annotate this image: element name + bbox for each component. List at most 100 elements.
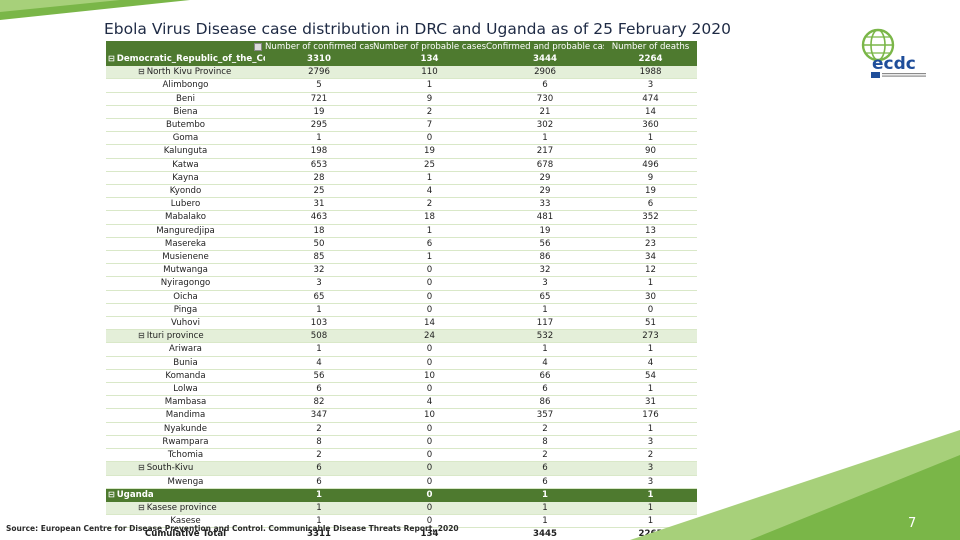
deaths-cell: 273 [604, 329, 697, 344]
deaths-cell: 1 [604, 501, 697, 516]
confirmed-cell: 65 [265, 290, 373, 304]
probable-cell: 0 [373, 475, 486, 489]
collapse-toggle-icon[interactable]: ⊟ [108, 489, 115, 499]
row-label-text: Lubero [170, 199, 201, 210]
deaths-cell: 2 [604, 448, 697, 463]
row-label: Vuhovi [106, 316, 265, 331]
filter-dropdown-icon[interactable] [254, 42, 262, 51]
row-label-text: Musienene [162, 252, 209, 263]
row-label-text: Alimbongo [162, 80, 209, 91]
row-label[interactable]: ⊟ North Kivu Province [106, 65, 265, 80]
row-label: Mambasa [106, 395, 265, 410]
deaths-cell: 1 [604, 488, 697, 502]
deaths-cell: 1988 [604, 65, 697, 80]
collapse-toggle-icon[interactable]: ⊟ [138, 502, 145, 512]
filter-header-cell[interactable] [106, 41, 265, 53]
district-row: Bunia 4 0 4 4 [106, 356, 697, 370]
row-label: Nyiragongo [106, 276, 265, 291]
confirmed-cell: 508 [265, 329, 373, 344]
logo-text: ecdc [872, 54, 916, 74]
collapse-toggle-icon[interactable]: ⊟ [138, 67, 145, 77]
district-row: Komanda 56 10 66 54 [106, 369, 697, 384]
header-deaths: Number of deaths [604, 41, 697, 53]
confirmed-cell: 3311 [265, 527, 373, 540]
probable-cell: 0 [373, 501, 486, 516]
row-label: Katwa [106, 158, 265, 172]
confirmed-probable-cell: 32 [486, 263, 604, 278]
row-label: Musienene [106, 250, 265, 265]
header-probable: Number of probable cases [373, 41, 486, 53]
row-label[interactable]: ⊟ South-Kivu [106, 461, 265, 476]
collapse-toggle-icon[interactable]: ⊟ [138, 463, 145, 473]
row-label-text: Mutwanga [163, 265, 208, 276]
row-label[interactable]: ⊟ Ituri province [106, 329, 265, 344]
confirmed-cell: 198 [265, 144, 373, 159]
deaths-cell: 13 [604, 224, 697, 238]
confirmed-cell: 31 [265, 197, 373, 212]
deaths-cell: 54 [604, 369, 697, 384]
probable-cell: 0 [373, 382, 486, 397]
district-row: Alimbongo 5 1 6 3 [106, 78, 697, 93]
row-label-text: Nyakunde [163, 423, 208, 434]
country-row: ⊟Democratic_Republic_of_the_Congo3310134… [106, 53, 697, 67]
collapse-toggle-icon[interactable]: ⊟ [138, 331, 145, 341]
deaths-cell: 1 [604, 342, 697, 357]
district-row: Mutwanga 32 0 32 12 [106, 263, 697, 278]
deaths-cell: 352 [604, 210, 697, 225]
row-label-text: Democratic_Republic_of_the_Congo [116, 54, 265, 64]
confirmed-probable-cell: 1 [486, 488, 604, 502]
district-row: Nyakunde 2 0 2 1 [106, 422, 697, 436]
deaths-cell: 14 [604, 105, 697, 120]
province-row: ⊟ North Kivu Province 2796 110 2906 1988 [106, 65, 697, 80]
probable-cell: 1 [373, 171, 486, 186]
district-row: Mwenga 6 0 6 3 [106, 475, 697, 489]
confirmed-cell: 295 [265, 118, 373, 133]
district-row: Goma 1 0 1 1 [106, 131, 697, 146]
district-row: Rwampara 8 0 8 3 [106, 435, 697, 450]
district-row: Butembo 295 7 302 360 [106, 118, 697, 133]
deaths-cell: 474 [604, 92, 697, 106]
confirmed-probable-cell: 678 [486, 158, 604, 172]
header-confirmed-probable: Confirmed and probable cases [486, 41, 604, 53]
row-label[interactable]: ⊟ Kasese province [106, 501, 265, 516]
province-row: ⊟ South-Kivu 6 0 6 3 [106, 461, 697, 476]
confirmed-cell: 19 [265, 105, 373, 120]
page-number: 7 [908, 516, 917, 531]
probable-cell: 24 [373, 329, 486, 344]
probable-cell: 134 [373, 53, 486, 67]
district-row: Mandima 347 10 357 176 [106, 408, 697, 423]
row-label: Kalunguta [106, 144, 265, 159]
row-label[interactable]: ⊟ Uganda [106, 488, 265, 502]
row-label: Oicha [106, 290, 265, 304]
deaths-cell: 360 [604, 118, 697, 133]
probable-cell: 7 [373, 118, 486, 133]
row-label: Tchomia [106, 448, 265, 463]
deaths-cell: 3 [604, 475, 697, 489]
probable-cell: 6 [373, 237, 486, 252]
probable-cell: 0 [373, 342, 486, 357]
probable-cell: 25 [373, 158, 486, 172]
row-label: Bunia [106, 356, 265, 370]
district-row: Ariwara 1 0 1 1 [106, 342, 697, 357]
row-label-text: Uganda [116, 489, 154, 500]
confirmed-cell: 6 [265, 382, 373, 397]
row-label-text: Nyiragongo [160, 278, 211, 289]
row-label-text: Rwampara [162, 436, 209, 447]
confirmed-probable-cell: 730 [486, 92, 604, 106]
confirmed-probable-cell: 3 [486, 276, 604, 291]
confirmed-cell: 1 [265, 501, 373, 516]
district-row: Musienene 85 1 86 34 [106, 250, 697, 265]
row-label: Cumulative Total [106, 527, 265, 540]
probable-cell: 0 [373, 514, 486, 529]
row-label: Lolwa [106, 382, 265, 397]
row-label[interactable]: ⊟Democratic_Republic_of_the_Congo [106, 53, 265, 67]
confirmed-cell: 25 [265, 184, 373, 199]
confirmed-cell: 56 [265, 369, 373, 384]
row-label-text: Pinga [173, 304, 198, 315]
probable-cell: 0 [373, 290, 486, 304]
row-label-text: Vuhovi [171, 318, 200, 329]
deaths-cell: 90 [604, 144, 697, 159]
row-label: Butembo [106, 118, 265, 133]
district-row: Pinga 1 0 1 0 [106, 303, 697, 318]
collapse-toggle-icon[interactable]: ⊟ [108, 54, 115, 63]
